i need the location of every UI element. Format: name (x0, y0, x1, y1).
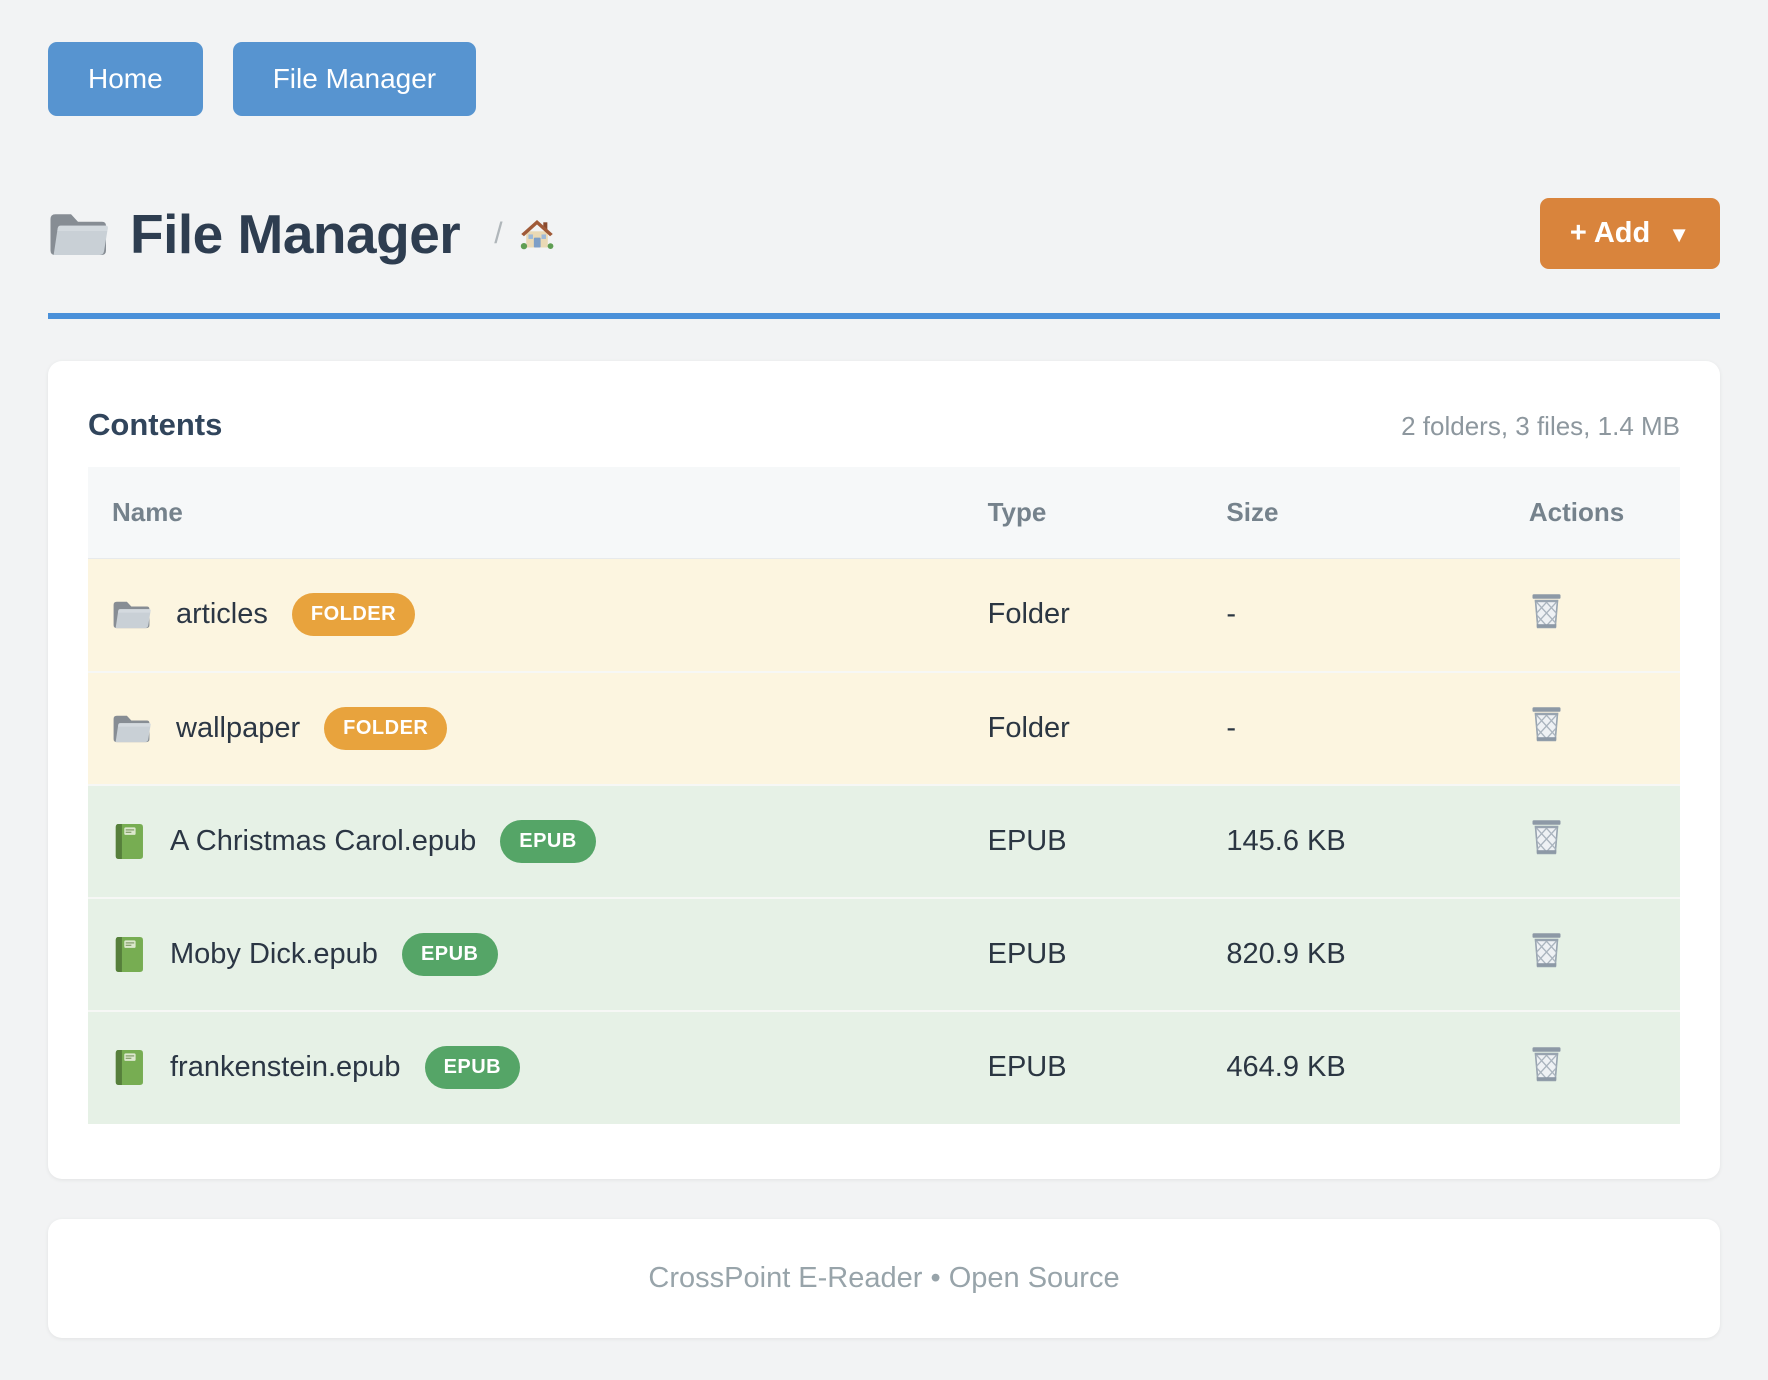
breadcrumb-separator: / (494, 216, 503, 250)
file-name-link[interactable]: wallpaper (176, 711, 301, 744)
contents-card: Contents 2 folders, 3 files, 1.4 MB Name… (48, 361, 1720, 1179)
column-header-size: Size (1202, 467, 1505, 559)
column-header-actions: Actions (1504, 467, 1680, 559)
delete-button[interactable] (1529, 704, 1564, 744)
files-table: Name Type Size Actions articles FOLDER (88, 467, 1680, 1124)
title-divider (48, 313, 1720, 319)
delete-button[interactable] (1529, 591, 1564, 631)
trash-icon (1529, 930, 1564, 970)
delete-button[interactable] (1529, 1044, 1564, 1084)
cell-type: Folder (963, 670, 1203, 785)
contents-heading: Contents (88, 407, 223, 442)
title-group: File Manager / (48, 202, 1540, 266)
page-header: File Manager / + Add ▼ (48, 198, 1720, 269)
cell-size: 145.6 KB (1202, 783, 1505, 898)
cell-type: EPUB (963, 1009, 1203, 1124)
top-nav: Home File Manager (48, 42, 1720, 116)
table-row: A Christmas Carol.epub EPUB EPUB 145.6 K… (88, 783, 1680, 898)
epub-badge: EPUB (500, 819, 596, 863)
column-header-name: Name (88, 467, 964, 559)
delete-button[interactable] (1529, 930, 1564, 970)
cell-size: - (1202, 670, 1505, 785)
cell-type: EPUB (963, 896, 1203, 1011)
table-row: frankenstein.epub EPUB EPUB 464.9 KB (88, 1009, 1680, 1124)
cell-size: - (1226, 598, 1237, 631)
add-button[interactable]: + Add ▼ (1539, 198, 1720, 269)
folder-icon (112, 713, 152, 744)
add-button-label: + Add (1569, 217, 1651, 249)
contents-card-header: Contents 2 folders, 3 files, 1.4 MB (88, 407, 1680, 443)
cell-size: 464.9 KB (1202, 1009, 1505, 1124)
cell-type: Folder (987, 598, 1070, 631)
footer-text: CrossPoint E-Reader • Open Source (648, 1261, 1120, 1294)
table-header-row: Name Type Size Actions (88, 467, 1680, 559)
delete-button[interactable] (1529, 817, 1564, 857)
file-name-link[interactable]: A Christmas Carol.epub (170, 824, 477, 857)
cell-type: EPUB (963, 783, 1203, 898)
trash-icon (1529, 817, 1564, 857)
caret-down-icon: ▼ (1668, 221, 1690, 247)
house-icon[interactable] (519, 217, 555, 251)
folder-badge: FOLDER (291, 593, 416, 637)
file-name-link[interactable]: articles (176, 598, 268, 631)
footer-card: CrossPoint E-Reader • Open Source (48, 1218, 1720, 1338)
page: Home File Manager File Manager / + Add ▼… (48, 42, 1720, 1338)
table-row: articles FOLDER Folder - (88, 558, 1680, 672)
epub-badge: EPUB (401, 932, 498, 976)
book-icon (112, 822, 146, 861)
nav-button-file-manager[interactable]: File Manager (232, 42, 477, 116)
trash-icon (1529, 591, 1564, 631)
folder-icon (48, 210, 110, 258)
folder-badge: FOLDER (324, 706, 448, 750)
table-row: Moby Dick.epub EPUB EPUB 820.9 KB (88, 896, 1680, 1011)
file-name-link[interactable]: frankenstein.epub (170, 1051, 401, 1083)
file-name-link[interactable]: Moby Dick.epub (170, 937, 378, 970)
book-icon (112, 1048, 146, 1087)
folder-icon (112, 599, 152, 630)
book-icon (112, 935, 146, 974)
trash-icon (1529, 704, 1564, 744)
breadcrumb: / (494, 217, 554, 251)
column-header-type: Type (963, 467, 1203, 559)
nav-button-home[interactable]: Home (48, 42, 203, 116)
table-row: wallpaper FOLDER Folder - (88, 670, 1680, 785)
cell-size: 820.9 KB (1202, 896, 1505, 1011)
page-title: File Manager (130, 202, 461, 265)
contents-summary: 2 folders, 3 files, 1.4 MB (1401, 411, 1680, 441)
trash-icon (1529, 1044, 1564, 1084)
epub-badge: EPUB (424, 1046, 521, 1089)
